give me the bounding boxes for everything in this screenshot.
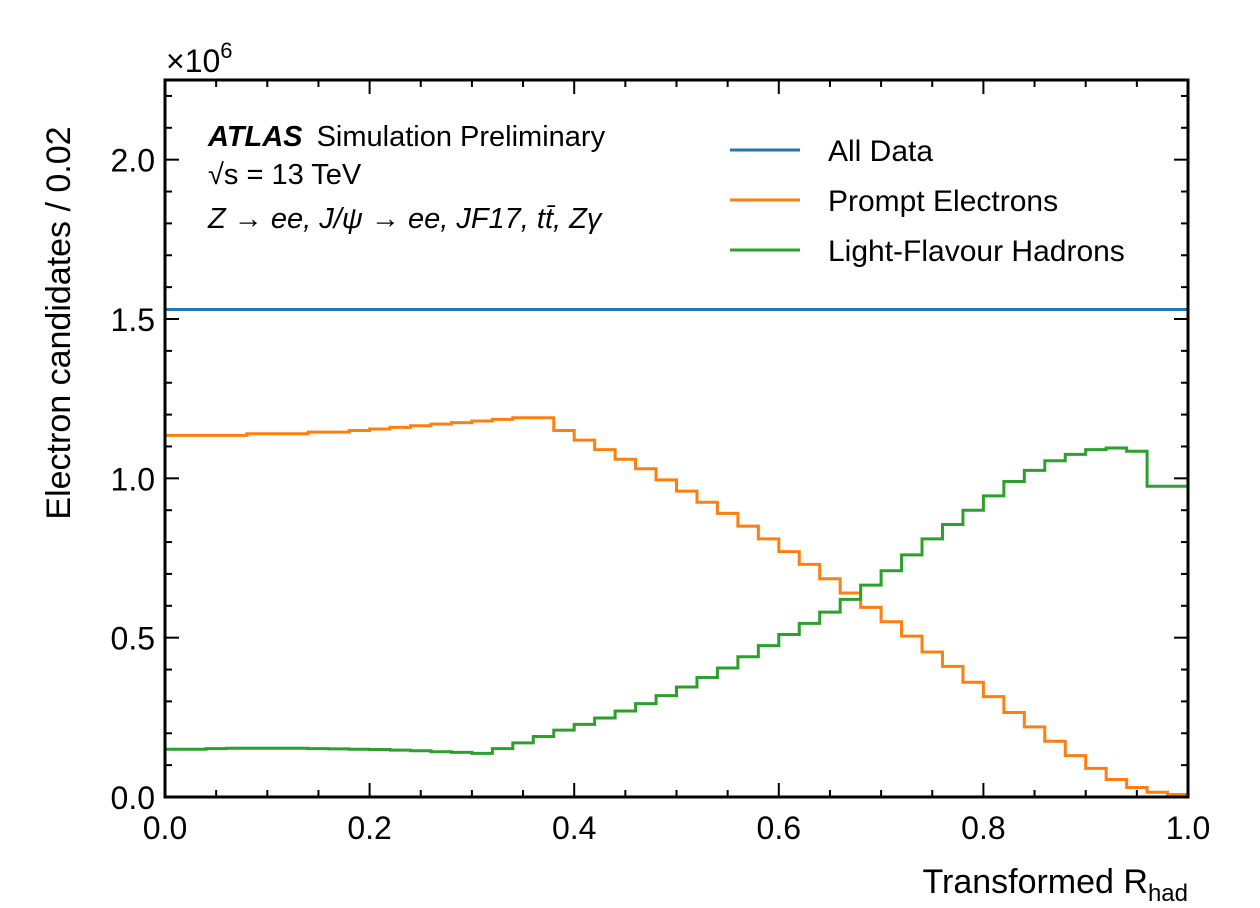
legend: All Data Prompt Electrons Light-Flavour Ha… [730, 135, 1125, 268]
series-layer [165, 307, 1190, 797]
tick-layer: 0.0 0.2 0.4 0.6 0.8 1.0 0.0 0.5 1.0 1.5 2.0 [111, 80, 1210, 846]
x-tick-label: 0.6 [757, 810, 801, 846]
x-tick-label: 0.8 [961, 810, 1005, 846]
plot-frame [163, 78, 1190, 799]
atlas-label: ATLAS [207, 121, 303, 153]
series-all-data [165, 307, 1190, 797]
x-axis-label-sub: had [1148, 880, 1188, 907]
svg-text:×106: ×106 [166, 38, 233, 79]
y-tick-label: 1.5 [111, 302, 155, 338]
samples-label: Z → ee, J/ψ → ee, JF17, tt̄, Zγ [207, 203, 603, 235]
legend-entry-label: Light-Flavour Hadrons [828, 235, 1125, 268]
x-tick-label: 0.0 [143, 810, 187, 846]
status-label: Simulation Preliminary [317, 121, 606, 153]
energy-label: √s = 13 TeV [208, 159, 362, 191]
y-tick-label: 0.0 [111, 780, 155, 816]
atlas-annotation: ATLAS Simulation Preliminary √s = 13 TeV… [207, 121, 606, 235]
y-tick-label: 1.0 [111, 461, 155, 497]
x-tick-label: 1.0 [1166, 810, 1210, 846]
x-axis-label-main: Transformed R [922, 863, 1147, 901]
svg-text:ATLAS Simulation Prelimi: ATLAS Simulation Preliminary [207, 121, 606, 153]
x-axis-label: Transformed Rhad [922, 863, 1188, 907]
y-multiplier-text: ×10 [166, 43, 220, 79]
legend-entry-label: Prompt Electrons [828, 185, 1058, 218]
y-axis-multiplier: ×106 [166, 38, 233, 79]
y-axis-label: Electron candidates / 0.02 [40, 126, 78, 519]
y-tick-label: 0.5 [111, 621, 155, 657]
series-prompt-electrons [165, 416, 1190, 797]
x-tick-label: 0.4 [552, 810, 596, 846]
legend-entry-label: All Data [828, 135, 933, 168]
y-multiplier-exponent: 6 [220, 38, 232, 63]
x-tick-label: 0.2 [347, 810, 391, 846]
series-light-flavour-hadrons [165, 446, 1190, 797]
y-tick-label: 2.0 [111, 143, 155, 179]
